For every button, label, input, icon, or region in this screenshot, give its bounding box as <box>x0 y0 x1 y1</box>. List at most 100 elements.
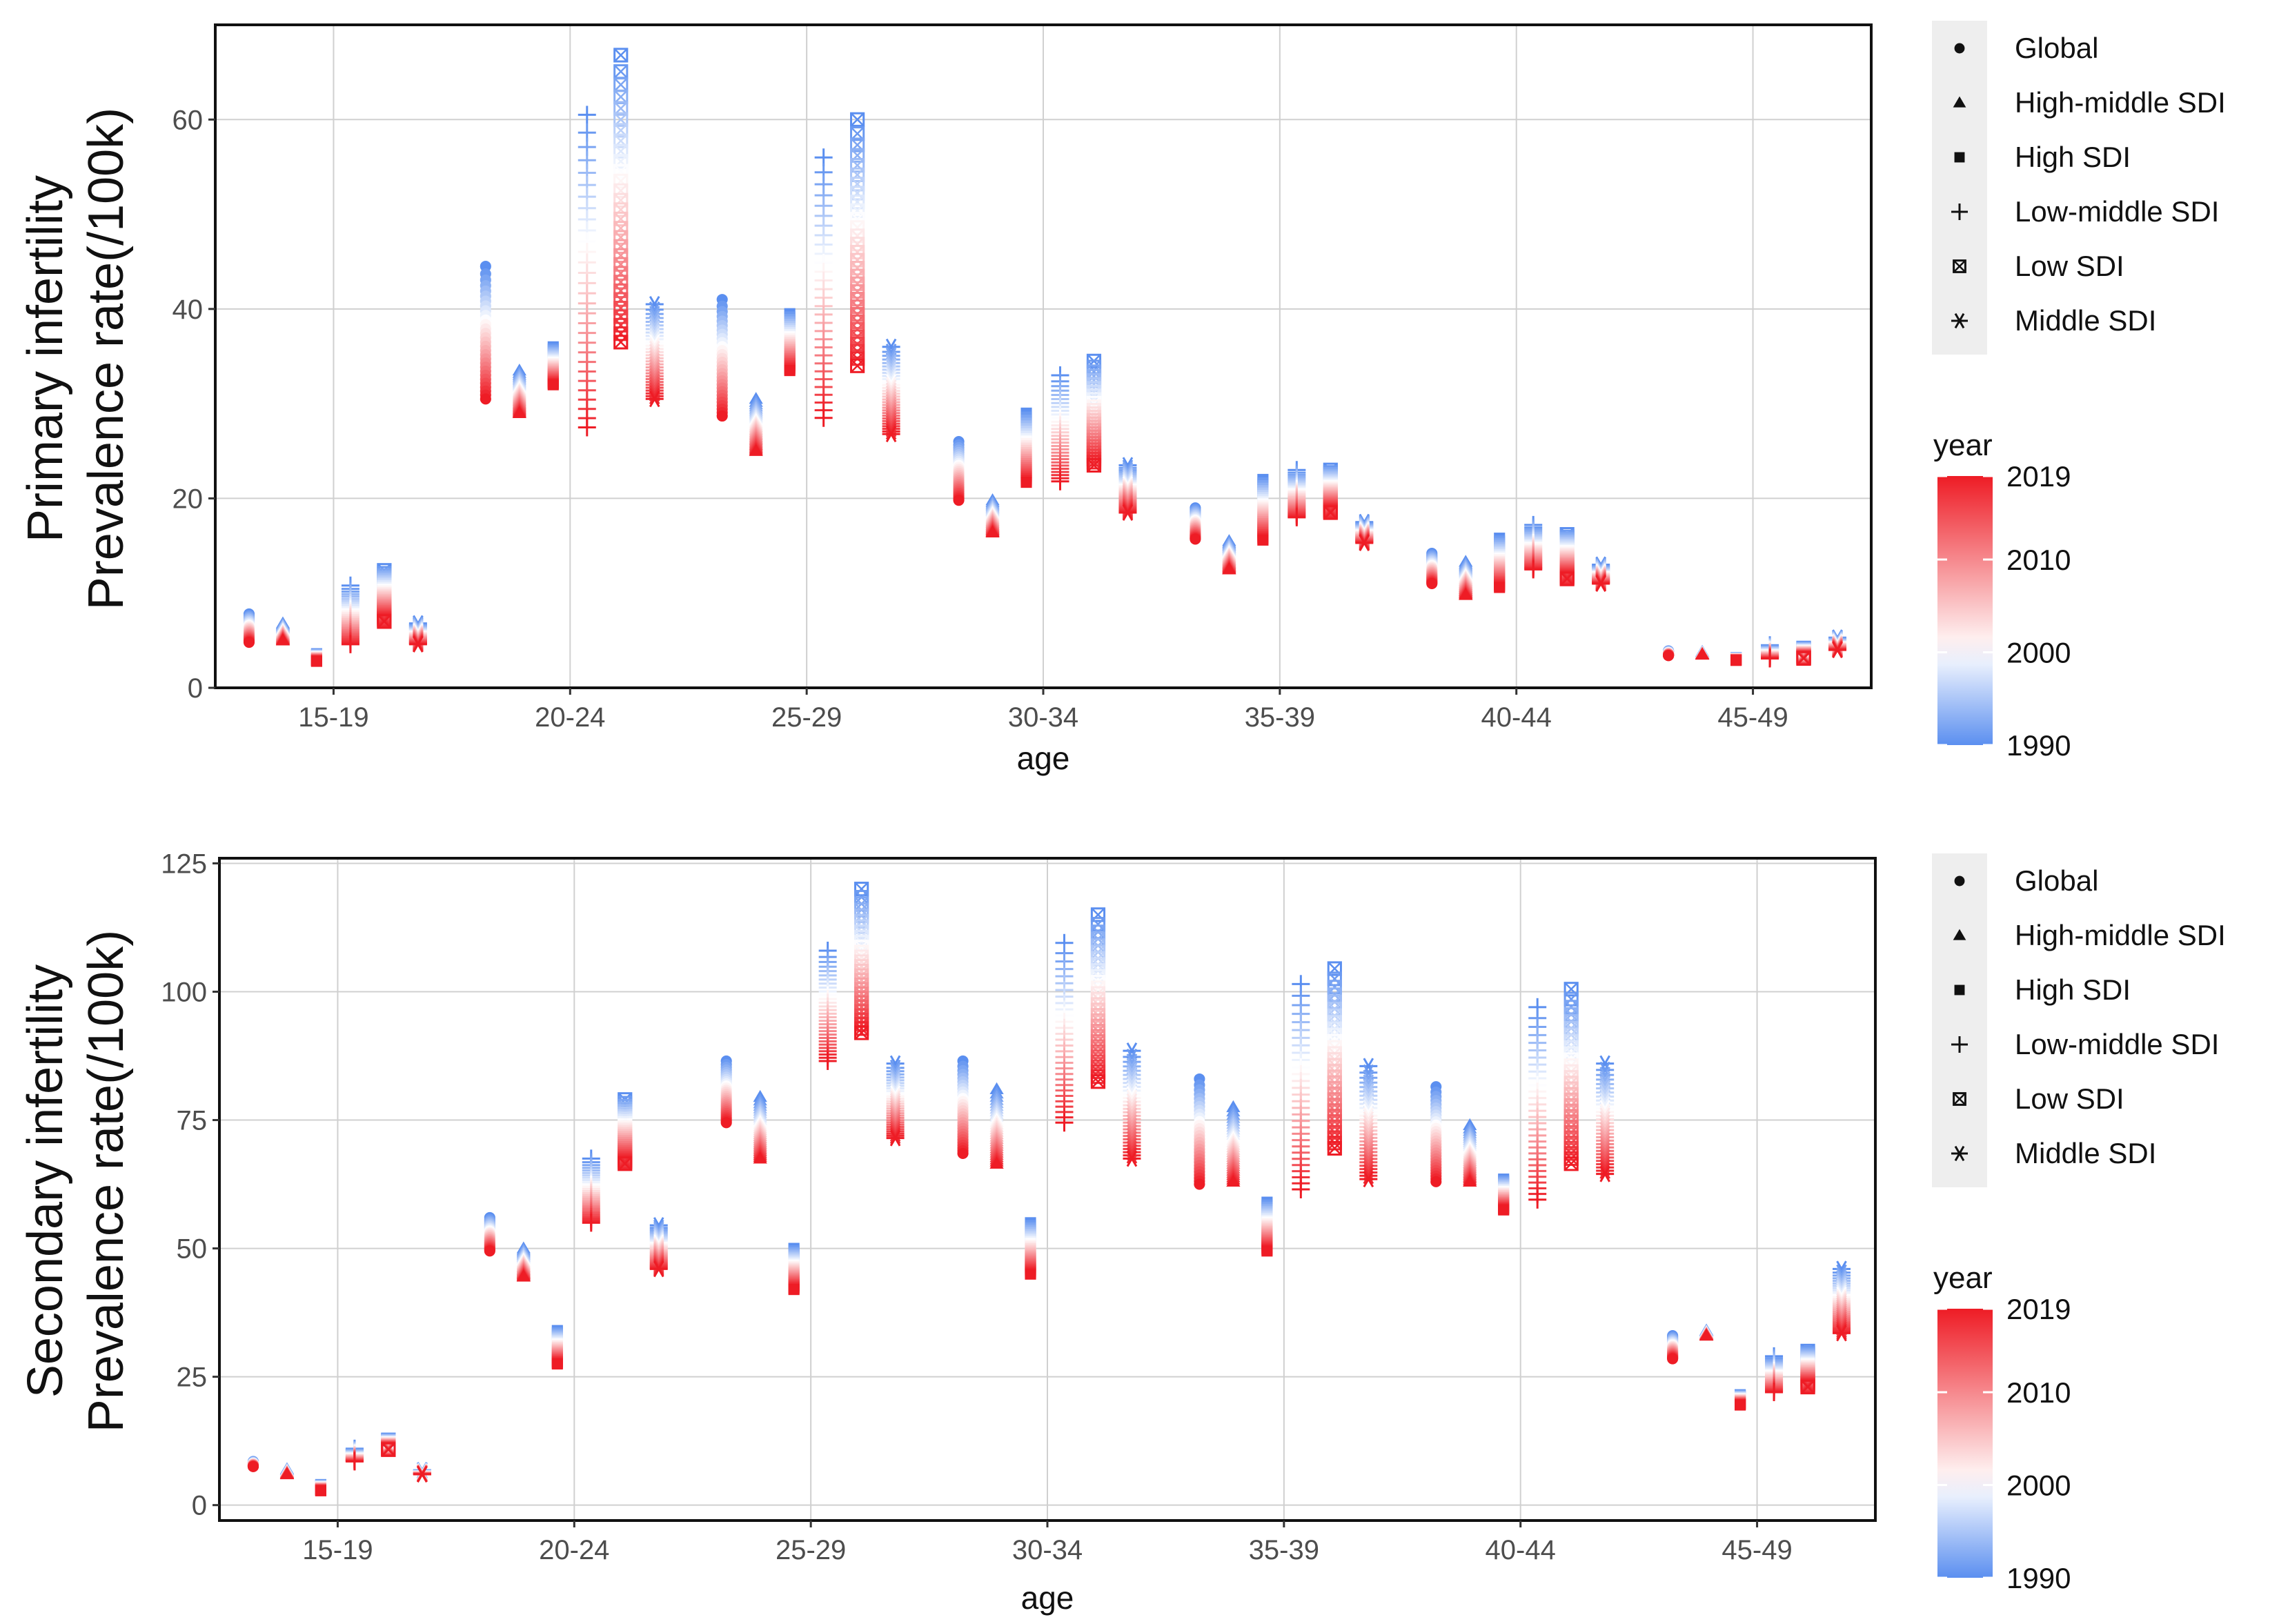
point-middle-sdi-25-29-2018 <box>886 1127 905 1145</box>
colorbar-label: 2000 <box>2006 637 2071 669</box>
point-low-middle-sdi-45-49-2019 <box>1765 1383 1784 1401</box>
point-global-35-39-2019 <box>1194 1178 1205 1190</box>
x-tick-label: 40-44 <box>1486 1535 1556 1565</box>
y-tick-label: 125 <box>161 849 207 879</box>
point-low-sdi-20-24-2019 <box>618 1156 633 1171</box>
point-global-40-44-2019 <box>1426 577 1438 590</box>
colorbar-label: 2000 <box>2006 1469 2071 1502</box>
colorbar-label: 2019 <box>2006 1293 2071 1325</box>
point-low-sdi-35-39-2019 <box>1323 505 1338 520</box>
point-low-sdi-40-44-2019 <box>1559 571 1575 586</box>
legend-key-triangle <box>1953 929 1966 940</box>
point-high-middle-sdi-45-49-2019 <box>1695 647 1710 660</box>
colorbar-title: year <box>1933 1261 1993 1295</box>
legend-label: Low-middle SDI <box>2015 195 2219 228</box>
legend-label: High SDI <box>2015 141 2131 173</box>
point-high-middle-sdi-35-39-2019 <box>1226 1174 1241 1187</box>
y-tick-label: 100 <box>161 977 207 1007</box>
point-middle-sdi-25-29-2018 <box>882 423 900 440</box>
colorbar-label: 1990 <box>2006 1562 2071 1594</box>
point-global-35-39-2019 <box>1190 533 1201 545</box>
colorbar-legend: year 2019 2010 2000 1990 <box>1933 1261 2071 1594</box>
point-high-sdi-30-34-2019 <box>1020 477 1032 488</box>
y-tick-label: 75 <box>177 1106 208 1136</box>
point-middle-sdi-35-39-2018 <box>1359 1167 1378 1185</box>
point-low-sdi-25-29-2016 <box>850 336 865 352</box>
point-high-middle-sdi-20-24-2019 <box>516 1269 531 1282</box>
colorbar-label: 2010 <box>2006 544 2071 576</box>
point-low-middle-sdi-35-39-2019 <box>1288 508 1306 526</box>
point-middle-sdi-40-44-2017 <box>1596 1159 1615 1176</box>
point-middle-sdi-20-24-2018 <box>645 388 664 405</box>
x-tick-label: 20-24 <box>535 702 605 733</box>
point-low-sdi-25-29-2013 <box>850 314 865 329</box>
legend-key-plus <box>1951 204 1968 220</box>
legend-label: Global <box>2015 32 2098 64</box>
grid <box>215 25 1871 689</box>
point-global-45-49-2019 <box>1663 650 1675 662</box>
point-low-sdi-45-49-2019 <box>1800 1379 1815 1395</box>
point-low-middle-sdi-35-39-2019 <box>1292 1180 1310 1198</box>
point-global-15-19-2019 <box>247 1460 259 1472</box>
x-tick-label: 30-34 <box>1012 1535 1083 1565</box>
point-low-sdi-25-29-2019 <box>850 358 865 373</box>
x-tick-label: 45-49 <box>1717 702 1788 733</box>
point-high-sdi-20-24-2019 <box>547 379 559 390</box>
legend-key-plus <box>1951 1036 1968 1053</box>
point-middle-sdi-45-49-2019 <box>1833 1325 1851 1342</box>
point-global-20-24-2019 <box>480 393 491 405</box>
legend-key-boxx <box>1953 1092 1966 1106</box>
point-low-sdi-15-19-2019 <box>381 1442 396 1457</box>
point-low-middle-sdi-25-29-2019 <box>814 408 833 427</box>
legend-key-star <box>1951 1145 1968 1162</box>
point-low-middle-sdi-25-29-2019 <box>818 1051 837 1070</box>
point-high-sdi-15-19-2019 <box>315 1485 326 1496</box>
point-global-25-29-2019 <box>720 1117 732 1129</box>
point-low-sdi-25-29-2014 <box>850 321 865 337</box>
colorbar-gradient <box>1937 476 1993 745</box>
point-low-sdi-25-29-2015 <box>850 329 865 344</box>
point-middle-sdi-30-34-2017 <box>1123 1144 1141 1161</box>
colorbar-label: 1990 <box>2006 729 2071 762</box>
point-global-25-29-2019 <box>716 410 728 422</box>
point-middle-sdi-40-44-2018 <box>1596 1162 1615 1179</box>
legend-label: Middle SDI <box>2015 1137 2156 1169</box>
point-high-middle-sdi-40-44-2019 <box>1463 1174 1477 1187</box>
point-low-middle-sdi-15-19-2019 <box>341 635 359 653</box>
point-high-middle-sdi-30-34-2019 <box>985 525 1000 538</box>
legend-label: High-middle SDI <box>2015 919 2226 951</box>
point-high-sdi-25-29-2019 <box>784 365 796 377</box>
point-low-middle-sdi-20-24-2019 <box>578 418 596 437</box>
point-middle-sdi-25-29-2019 <box>886 1129 905 1147</box>
legend-key-circle <box>1954 43 1965 54</box>
grid <box>219 858 1875 1521</box>
colorbar-legend: year 2019 2010 2000 1990 <box>1933 428 2071 762</box>
point-low-middle-sdi-15-19-2019 <box>345 1452 364 1471</box>
point-middle-sdi-35-39-2019 <box>1359 1171 1378 1188</box>
point-low-sdi-25-29-2019 <box>854 1025 869 1040</box>
point-high-middle-sdi-25-29-2019 <box>749 444 763 456</box>
point-global-20-24-2019 <box>484 1245 495 1257</box>
legend-label: Global <box>2015 864 2098 897</box>
point-high-sdi-15-19-2019 <box>310 655 322 667</box>
y-tick-label: 0 <box>192 1491 207 1521</box>
point-high-sdi-20-24-2019 <box>551 1358 563 1370</box>
y-tick-label: 60 <box>172 105 204 135</box>
x-tick-label: 15-19 <box>298 702 368 733</box>
point-global-45-49-2019 <box>1667 1353 1679 1365</box>
shape-legend: Global High-middle SDI High SDI Low-middle … <box>1932 21 2226 355</box>
point-low-middle-sdi-20-24-2019 <box>582 1214 600 1232</box>
primary-infertility-panel: 0 20 40 60 15-19 20-24 25-29 30-34 35-39 40-44 45-… <box>18 21 2226 776</box>
x-tick-label: 45-49 <box>1721 1535 1792 1565</box>
legend-label: Low SDI <box>2015 1082 2124 1115</box>
point-low-middle-sdi-40-44-2019 <box>1528 1190 1547 1209</box>
legend-label: Low SDI <box>2015 250 2124 282</box>
point-low-sdi-30-34-2019 <box>1086 457 1102 473</box>
x-tick-label: 30-34 <box>1008 702 1078 733</box>
colorbar-label: 2010 <box>2006 1376 2071 1409</box>
secondary-infertility-panel: 0 25 50 75 100 125 15-19 20-24 25-29 30-34 35-39 40… <box>0 812 2279 1624</box>
legend-label: High-middle SDI <box>2015 86 2226 119</box>
point-middle-sdi-15-19-2019 <box>413 1466 431 1483</box>
chart-svg-0: 0 20 40 60 15-19 20-24 25-29 30-34 35-39 40-44 45-… <box>18 21 2226 776</box>
legend-key-boxx <box>1953 259 1966 273</box>
